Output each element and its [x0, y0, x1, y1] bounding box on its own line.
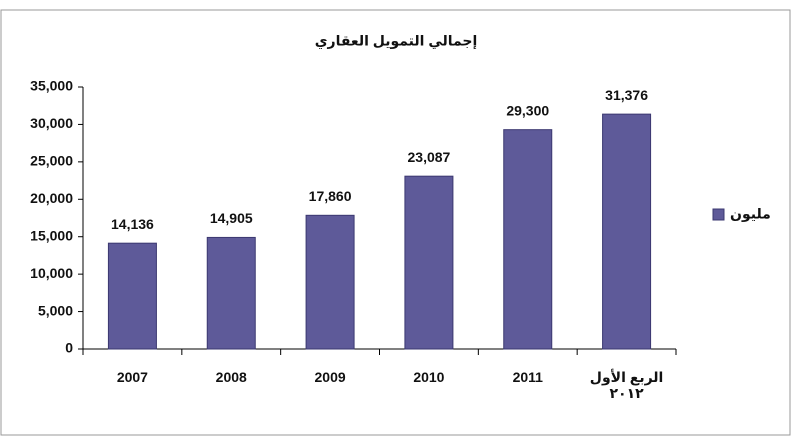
value-label: 14,136 [111, 216, 154, 232]
y-tick-label: 0 [65, 340, 73, 356]
bar [305, 214, 355, 350]
x-tick-label: الربع الأول ٢٠١٢ [589, 369, 664, 401]
chart-title: إجمالي التمويل العقاري [315, 33, 478, 51]
y-tick-label: 5,000 [38, 302, 73, 318]
bar [404, 175, 454, 350]
legend-key [712, 208, 725, 221]
x-tick-label: 2007 [116, 369, 148, 385]
x-tick-label: 2008 [215, 369, 247, 385]
y-tick-label: 20,000 [30, 190, 73, 206]
legend-label: مليون [730, 206, 771, 223]
chart-frame [0, 9, 791, 436]
value-label: 29,300 [506, 102, 549, 118]
value-label: 23,087 [408, 149, 451, 165]
x-tick-label: 2011 [512, 369, 543, 385]
value-label: 14,905 [210, 210, 253, 226]
value-label: 17,860 [309, 188, 352, 204]
x-tick-label: 2010 [413, 369, 445, 385]
value-label: 31,376 [605, 87, 648, 103]
x-tick-label: 2009 [314, 369, 346, 385]
y-tick-label: 15,000 [30, 227, 73, 243]
y-tick-label: 30,000 [30, 115, 73, 131]
y-tick-label: 25,000 [30, 153, 73, 169]
bar [503, 129, 553, 350]
bar [107, 242, 157, 350]
bar [206, 236, 256, 350]
y-tick-label: 35,000 [30, 78, 73, 94]
bar [602, 113, 652, 350]
y-tick-label: 10,000 [30, 265, 73, 281]
